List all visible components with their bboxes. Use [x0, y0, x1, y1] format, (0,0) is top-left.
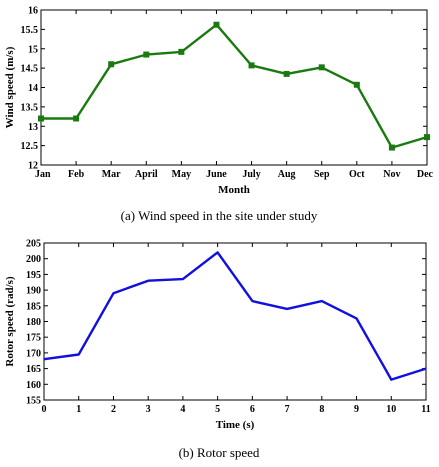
x-axis-label: Month	[218, 184, 250, 196]
y-tick-label: 175	[26, 333, 41, 344]
x-tick-label: 2	[111, 404, 116, 415]
data-point-marker	[108, 61, 115, 68]
tick-group: 12 12.5 13 13.5 14 14.5 15 15.5 16 Jan Feb Mar April…	[21, 6, 434, 181]
tick-group: 155 160 165 170 175 180 185 190 195 200 205 0 1 2 3 4 5 6…	[26, 239, 431, 416]
y-tick-label: 190	[26, 286, 41, 297]
y-axis-label: Rotor speed (rad/s)	[4, 276, 16, 367]
chart-caption: (b) Rotor speed	[179, 445, 260, 460]
y-tick-label: 200	[26, 254, 41, 265]
series-line	[43, 251, 427, 381]
y-tick-label: 13.5	[21, 102, 39, 113]
x-tick-label: 4	[180, 404, 185, 415]
y-tick-label: 12.5	[21, 141, 39, 152]
x-tick-label: 11	[421, 404, 430, 415]
data-point-marker	[353, 81, 360, 88]
x-axis-label: Time (s)	[216, 419, 255, 431]
y-tick-label: 205	[26, 239, 41, 250]
data-point-marker	[318, 64, 325, 71]
plot-area-frame	[40, 9, 428, 166]
series-group	[43, 251, 427, 381]
y-axis-label: Wind speed (m/s)	[4, 46, 16, 128]
x-tick-label: Aug	[278, 169, 296, 180]
y-tick-label: 180	[26, 317, 41, 328]
y-tick-label: 15.5	[21, 25, 39, 36]
series-line	[41, 23, 428, 149]
y-tick-label: 165	[26, 364, 41, 375]
y-tick-label: 13	[28, 122, 38, 133]
x-tick-label: May	[172, 169, 191, 180]
data-point-marker	[213, 21, 220, 28]
x-tick-label: Sep	[314, 169, 330, 180]
x-tick-label: Oct	[349, 169, 365, 180]
chart-caption: (a) Wind speed in the site under study	[121, 208, 318, 223]
plot-area-frame	[43, 242, 427, 401]
x-tick-label: 3	[146, 404, 151, 415]
x-tick-label: 9	[354, 404, 359, 415]
x-tick-label: April	[135, 169, 158, 180]
y-tick-label: 12	[28, 161, 38, 172]
rotor-speed-chart: 155 160 165 170 175 180 185 190 195 200 205 0 1 2 3 4 5 6…	[4, 239, 431, 461]
data-point-marker	[38, 115, 44, 122]
y-tick-label: 195	[26, 270, 41, 281]
x-tick-label: 8	[319, 404, 324, 415]
series-group	[38, 21, 430, 151]
y-tick-label: 170	[26, 348, 41, 359]
y-tick-label: 160	[26, 380, 41, 391]
wind-speed-chart: 12 12.5 13 13.5 14 14.5 15 15.5 16 Jan Feb Mar April…	[4, 6, 434, 224]
data-point-marker	[283, 70, 290, 77]
x-tick-label: 5	[215, 404, 220, 415]
data-point-marker	[388, 144, 395, 151]
x-tick-label: Mar	[102, 169, 121, 180]
x-tick-label: 1	[76, 404, 81, 415]
x-tick-label: Nov	[383, 169, 400, 180]
x-tick-label: 7	[285, 404, 290, 415]
y-tick-label: 16	[28, 6, 38, 17]
data-point-marker	[178, 48, 185, 55]
x-tick-label: Dec	[417, 169, 434, 180]
data-point-marker	[73, 115, 80, 122]
x-tick-label: Feb	[68, 169, 85, 180]
data-point-marker	[248, 62, 255, 69]
y-tick-label: 14.5	[21, 64, 39, 75]
y-tick-label: 14	[28, 83, 38, 94]
x-tick-label: July	[242, 169, 260, 180]
x-tick-label: June	[206, 169, 227, 180]
x-tick-label: 10	[386, 404, 396, 415]
data-point-marker	[424, 134, 430, 141]
x-tick-label: 0	[42, 404, 47, 415]
y-tick-label: 155	[26, 396, 41, 407]
y-tick-label: 185	[26, 301, 41, 312]
y-tick-label: 15	[28, 44, 38, 55]
data-point-marker	[143, 51, 150, 58]
x-tick-label: 6	[250, 404, 255, 415]
x-tick-label: Jan	[35, 169, 51, 180]
